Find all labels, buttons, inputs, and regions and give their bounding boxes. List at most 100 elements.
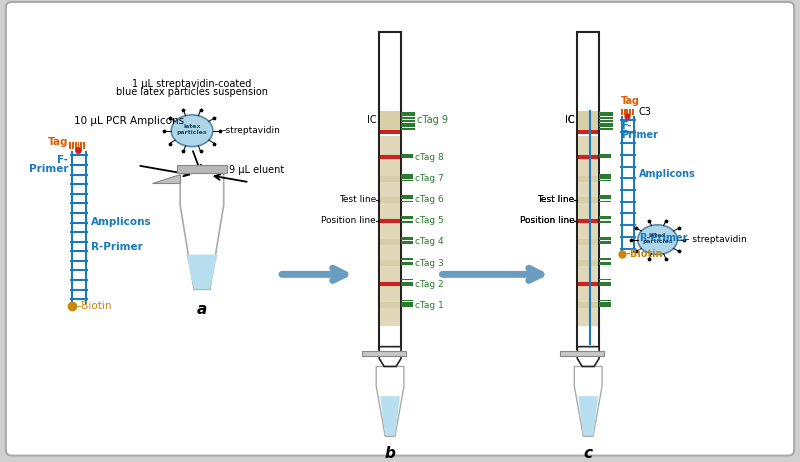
Bar bbox=[80, 142, 82, 149]
Bar bbox=[380, 239, 400, 245]
Bar bbox=[599, 258, 611, 259]
Polygon shape bbox=[574, 366, 602, 436]
Polygon shape bbox=[180, 170, 224, 289]
Bar bbox=[401, 259, 413, 260]
Bar bbox=[578, 282, 598, 286]
Bar bbox=[599, 237, 611, 238]
Text: –Biotin: –Biotin bbox=[626, 249, 663, 260]
Bar bbox=[626, 109, 628, 115]
Text: cTag 9: cTag 9 bbox=[417, 116, 448, 126]
Text: 1 μL streptavidin-coated: 1 μL streptavidin-coated bbox=[132, 79, 252, 89]
Bar bbox=[621, 116, 623, 253]
Text: F-: F- bbox=[58, 156, 68, 165]
Text: cTag 7: cTag 7 bbox=[415, 174, 444, 183]
Bar bbox=[599, 117, 613, 119]
Bar bbox=[401, 306, 413, 307]
Bar bbox=[401, 122, 415, 125]
Bar bbox=[624, 109, 626, 115]
Bar bbox=[599, 263, 611, 264]
Bar bbox=[599, 222, 611, 223]
Bar bbox=[578, 239, 598, 245]
Bar bbox=[578, 155, 598, 159]
Bar bbox=[599, 264, 611, 265]
Bar bbox=[401, 264, 413, 265]
Polygon shape bbox=[379, 346, 401, 366]
Text: – streptavidin: – streptavidin bbox=[686, 235, 747, 244]
Bar bbox=[401, 219, 413, 220]
Bar bbox=[380, 154, 400, 160]
Text: IC: IC bbox=[565, 116, 574, 126]
Bar bbox=[401, 284, 413, 285]
Bar bbox=[401, 258, 413, 259]
Text: F-: F- bbox=[621, 121, 631, 131]
Bar bbox=[578, 260, 598, 266]
Bar bbox=[71, 151, 73, 304]
Bar bbox=[599, 174, 611, 175]
Bar bbox=[599, 305, 611, 306]
Bar bbox=[599, 239, 611, 240]
Bar bbox=[401, 242, 413, 243]
Text: cTag 4: cTag 4 bbox=[415, 237, 443, 246]
Text: Primer: Primer bbox=[621, 130, 658, 140]
Ellipse shape bbox=[171, 115, 213, 146]
Text: Amplicons: Amplicons bbox=[91, 217, 152, 227]
Bar bbox=[599, 241, 611, 242]
Bar bbox=[401, 175, 413, 176]
Text: C3: C3 bbox=[638, 107, 651, 117]
Bar bbox=[599, 200, 611, 201]
Polygon shape bbox=[380, 396, 400, 436]
Text: IC: IC bbox=[565, 116, 574, 126]
Bar bbox=[599, 216, 611, 217]
Bar bbox=[578, 218, 598, 224]
Bar bbox=[599, 196, 611, 197]
Bar bbox=[401, 125, 415, 127]
Text: cTag 6: cTag 6 bbox=[415, 195, 444, 204]
Text: Position line: Position line bbox=[519, 216, 574, 225]
Bar bbox=[599, 242, 611, 243]
Polygon shape bbox=[583, 428, 593, 436]
Bar bbox=[401, 197, 413, 198]
Bar bbox=[379, 32, 401, 349]
Polygon shape bbox=[561, 351, 604, 356]
Bar bbox=[380, 219, 400, 223]
Bar bbox=[599, 178, 611, 179]
Bar bbox=[177, 165, 226, 173]
Text: cTag 1: cTag 1 bbox=[415, 301, 444, 310]
Bar bbox=[401, 239, 413, 240]
Bar bbox=[380, 111, 400, 130]
Bar bbox=[380, 136, 400, 327]
Text: blue latex particles suspension: blue latex particles suspension bbox=[116, 87, 268, 97]
Bar bbox=[621, 109, 623, 115]
Bar bbox=[401, 156, 413, 157]
Bar bbox=[85, 151, 87, 304]
Text: latex
particles: latex particles bbox=[642, 233, 673, 244]
Bar bbox=[401, 217, 413, 218]
Bar bbox=[599, 128, 613, 130]
Bar bbox=[380, 218, 400, 224]
Bar bbox=[599, 243, 611, 244]
Bar bbox=[401, 180, 413, 181]
Bar bbox=[599, 221, 611, 222]
Bar bbox=[401, 262, 413, 263]
Text: IC: IC bbox=[366, 116, 376, 126]
Bar bbox=[401, 243, 413, 244]
Text: cTag 3: cTag 3 bbox=[415, 259, 444, 267]
Bar bbox=[599, 282, 611, 283]
Bar bbox=[599, 120, 613, 122]
Bar bbox=[599, 304, 611, 305]
Bar bbox=[599, 115, 613, 116]
Text: Test line: Test line bbox=[537, 195, 574, 204]
Bar bbox=[401, 115, 415, 116]
Bar bbox=[83, 142, 85, 149]
Bar bbox=[380, 176, 400, 182]
Bar bbox=[380, 281, 400, 287]
Bar bbox=[599, 155, 611, 156]
Bar bbox=[599, 306, 611, 307]
Bar bbox=[578, 219, 598, 223]
Bar bbox=[578, 281, 598, 287]
Bar bbox=[599, 175, 611, 176]
Text: cTag 2: cTag 2 bbox=[415, 280, 443, 289]
Bar bbox=[599, 238, 611, 239]
Bar bbox=[632, 109, 634, 115]
Text: Test line: Test line bbox=[537, 195, 574, 204]
